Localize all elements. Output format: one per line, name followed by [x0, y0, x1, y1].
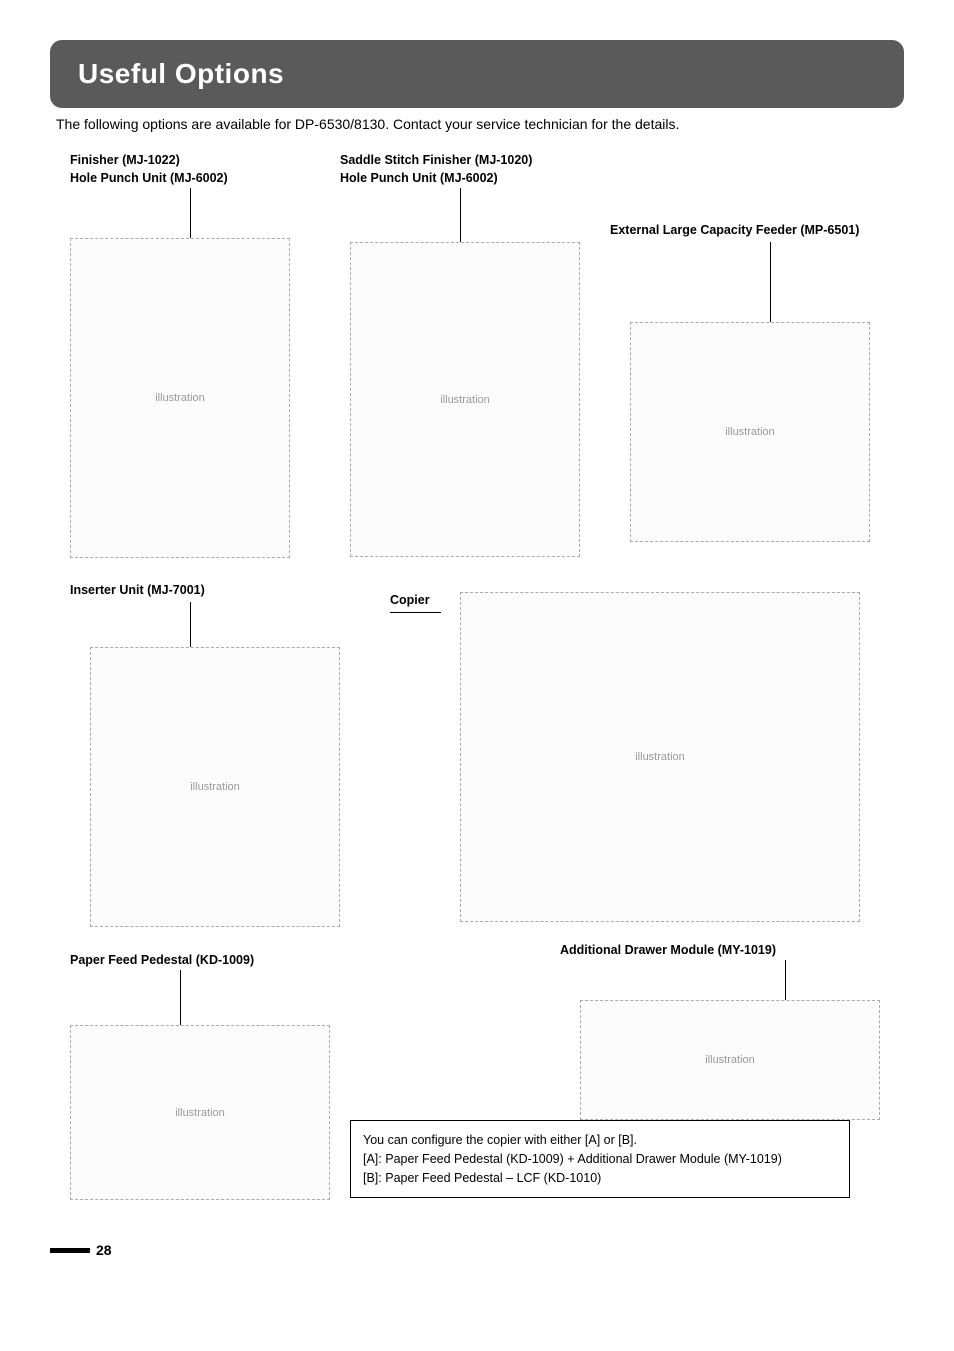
- inserter-label: Inserter Unit (MJ-7001): [70, 582, 205, 600]
- copier-image: illustration: [460, 592, 860, 922]
- leader-line: [190, 188, 191, 238]
- note-line1: You can configure the copier with either…: [363, 1131, 837, 1150]
- note-line3: [B]: Paper Feed Pedestal – LCF (KD-1010): [363, 1169, 837, 1188]
- leader-line: [390, 612, 440, 613]
- drawers-label: Additional Drawer Module (MY-1019): [560, 942, 870, 960]
- leader-line: [460, 188, 461, 243]
- page-title: Useful Options: [78, 58, 876, 90]
- copier-label: Copier: [390, 592, 430, 610]
- page-number: 28: [96, 1242, 112, 1258]
- options-diagram: Finisher (MJ-1022) Hole Punch Unit (MJ-6…: [50, 152, 904, 1232]
- header-bar: Useful Options: [50, 40, 904, 108]
- leader-line: [180, 970, 181, 1025]
- header-subtitle: The following options are available for …: [50, 116, 904, 132]
- finisher-hole-image: illustration: [70, 238, 290, 558]
- page-footer: 28: [50, 1242, 904, 1258]
- finisher-saddle-image: illustration: [350, 242, 580, 557]
- lcf-label: External Large Capacity Feeder (MP-6501): [610, 222, 890, 240]
- finisher-hole-label: Finisher (MJ-1022) Hole Punch Unit (MJ-6…: [70, 152, 228, 187]
- inserter-image: illustration: [90, 647, 340, 927]
- note-line2: [A]: Paper Feed Pedestal (KD-1009) + Add…: [363, 1150, 837, 1169]
- config-note: You can configure the copier with either…: [350, 1120, 850, 1198]
- leader-line: [190, 602, 191, 647]
- pfp-label: Paper Feed Pedestal (KD-1009): [70, 952, 254, 970]
- drawers-image: illustration: [580, 1000, 880, 1120]
- lcf-image: illustration: [630, 322, 870, 542]
- leader-line: [440, 612, 441, 613]
- leader-line: [770, 242, 771, 322]
- pfp-image: illustration: [70, 1025, 330, 1200]
- finisher-saddle-label: Saddle Stitch Finisher (MJ-1020) Hole Pu…: [340, 152, 532, 187]
- leader-line: [785, 960, 786, 1000]
